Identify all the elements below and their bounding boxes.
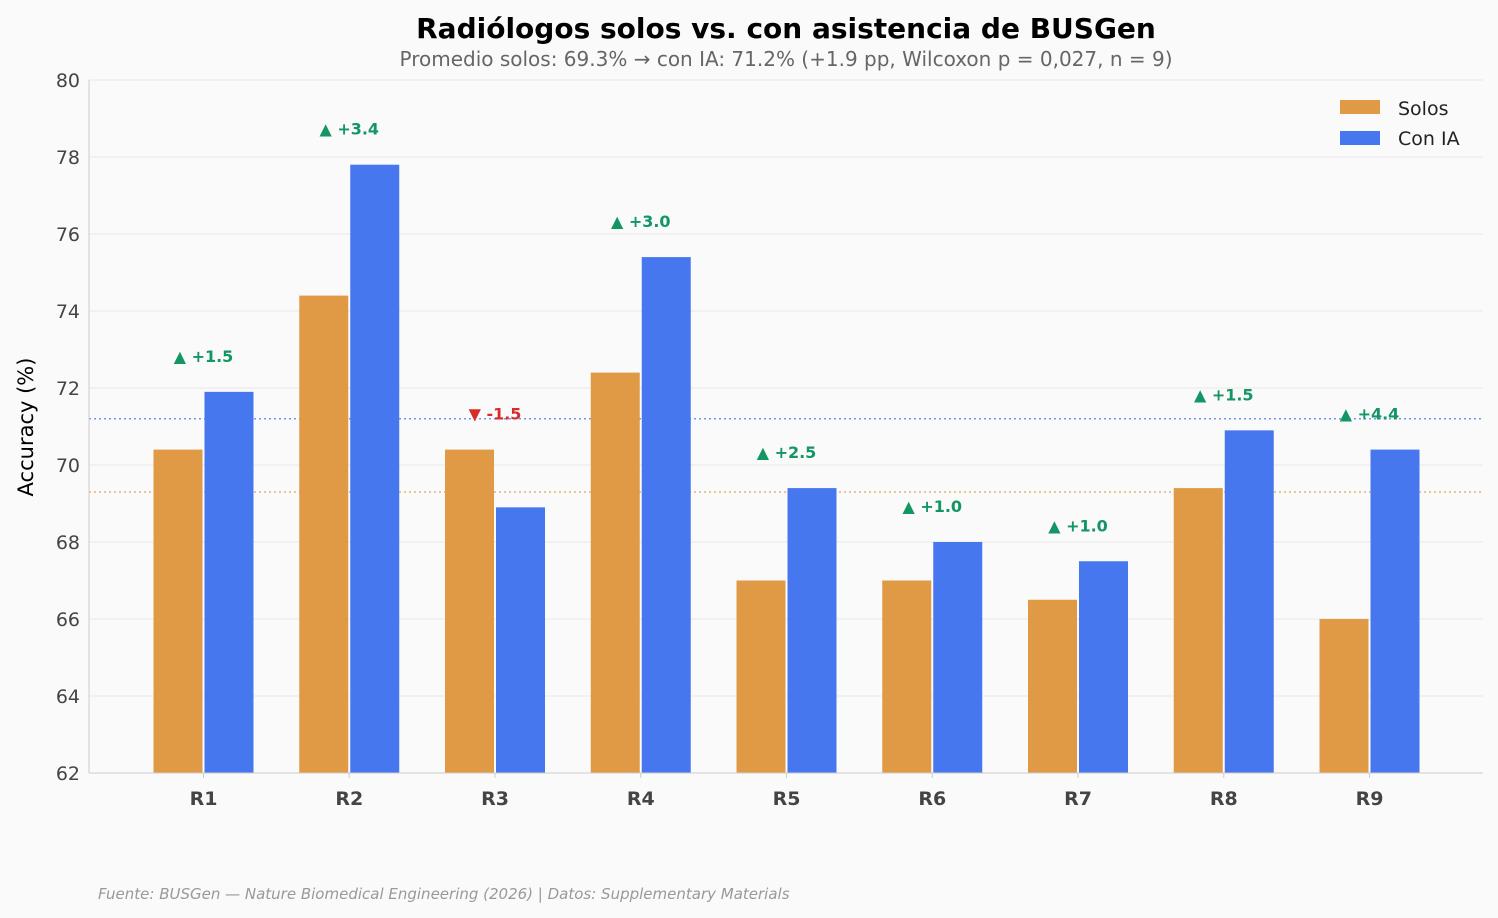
bar-solos-r6 [882,580,932,773]
legend-label-con-ia: Con IA [1398,128,1460,150]
x-tick-label-r2: R2 [335,788,363,810]
bar-solos-r2 [299,295,349,773]
bar-solos-r7 [1028,599,1077,773]
x-tick-label-r8: R8 [1210,788,1238,810]
y-tick-label: 64 [56,686,80,708]
bar-con-ia-r4 [641,257,691,774]
bar-solos-r1 [153,449,203,773]
delta-label-r3: ▼ -1.5 [469,405,522,424]
y-axis-label: Accuracy (%) [14,358,38,497]
bar-solos-r8 [1173,488,1223,773]
delta-label-r4: ▲ +3.0 [611,212,671,231]
y-tick-label: 66 [56,609,80,631]
bar-con-ia-r3 [496,507,545,773]
y-ticks: 62 64 66 68 70 72 74 76 78 80 [56,70,80,785]
delta-label-r1: ▲ +1.5 [174,347,234,366]
y-tick-label: 68 [56,532,80,554]
legend-swatch-con-ia [1340,131,1380,145]
chart-subtitle: Promedio solos: 69.3% → con IA: 71.2% (+… [399,47,1172,71]
bar-solos-r4 [590,372,640,773]
y-tick-label: 80 [56,70,80,92]
bar-solos-r9 [1319,619,1369,773]
bar-con-ia-r7 [1079,561,1128,773]
bar-con-ia-r9 [1370,449,1420,773]
delta-label-r2: ▲ +3.4 [319,120,379,139]
bars [153,164,1420,774]
bar-solos-r3 [445,449,494,773]
y-tick-label: 72 [56,378,80,400]
bar-con-ia-r6 [933,542,983,773]
bar-solos-r5 [736,580,786,773]
y-tick-label: 78 [56,147,80,169]
x-tick-label-r5: R5 [773,788,801,810]
bar-con-ia-r8 [1224,430,1274,773]
delta-label-r7: ▲ +1.0 [1048,516,1108,535]
bar-con-ia-r5 [787,488,837,773]
delta-label-r8: ▲ +1.5 [1194,385,1254,404]
x-tick-label-r1: R1 [190,788,218,810]
y-tick-label: 70 [56,455,80,477]
x-ticks: R1 R2 R3 R4 R5 R6 R7 R8 R9 [190,773,1384,810]
source-note: Fuente: BUSGen — Nature Biomedical Engin… [98,885,790,903]
legend-swatch-solos [1340,100,1380,114]
delta-labels: ▲ +1.5 ▲ +3.4 ▼ -1.5 ▲ +3.0 ▲ +2.5 ▲ +1.0 ▲ +1… [174,120,1400,536]
legend-label-solos: Solos [1398,98,1449,120]
x-tick-label-r3: R3 [481,788,509,810]
delta-label-r6: ▲ +1.0 [902,497,962,516]
y-tick-label: 76 [56,224,80,246]
delta-label-r5: ▲ +2.5 [757,443,817,462]
y-tick-label: 74 [56,301,80,323]
axes [88,80,1483,774]
y-tick-label: 62 [56,763,80,785]
x-tick-label-r4: R4 [627,788,655,810]
bar-con-ia-r1 [204,391,254,773]
bar-con-ia-r2 [350,164,400,773]
grid [89,79,1483,774]
chart-title: Radiólogos solos vs. con asistencia de B… [416,12,1156,45]
x-tick-label-r7: R7 [1064,788,1092,810]
legend: Solos Con IA [1340,98,1460,150]
x-tick-label-r9: R9 [1356,788,1384,810]
x-tick-label-r6: R6 [918,788,946,810]
delta-label-r9: ▲ +4.4 [1340,405,1400,424]
